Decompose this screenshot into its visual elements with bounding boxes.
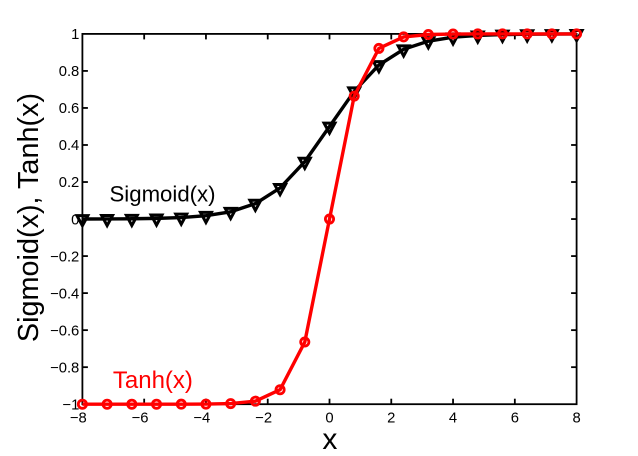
svg-text:0: 0 xyxy=(325,410,333,426)
svg-text:0.6: 0.6 xyxy=(59,101,80,117)
svg-text:Sigmoid(x), Tanh(x): Sigmoid(x), Tanh(x) xyxy=(13,93,45,342)
svg-text:1: 1 xyxy=(71,27,79,43)
svg-text:−0.4: −0.4 xyxy=(50,286,79,302)
svg-text:−2: −2 xyxy=(255,410,272,426)
svg-text:0: 0 xyxy=(71,212,79,228)
svg-text:−0.6: −0.6 xyxy=(50,323,79,339)
svg-text:4: 4 xyxy=(449,410,457,426)
svg-text:−0.2: −0.2 xyxy=(50,249,79,265)
svg-text:−0.8: −0.8 xyxy=(50,360,79,376)
svg-text:6: 6 xyxy=(511,410,519,426)
svg-text:−4: −4 xyxy=(193,410,210,426)
svg-text:−8: −8 xyxy=(70,410,87,426)
svg-text:0.4: 0.4 xyxy=(59,138,80,154)
svg-text:−6: −6 xyxy=(132,410,149,426)
svg-text:0.8: 0.8 xyxy=(59,64,80,80)
svg-text:Sigmoid(x): Sigmoid(x) xyxy=(110,182,216,207)
svg-text:−1: −1 xyxy=(62,397,79,413)
svg-text:x: x xyxy=(322,423,337,456)
svg-text:8: 8 xyxy=(572,410,580,426)
svg-text:Tanh(x): Tanh(x) xyxy=(113,367,193,394)
svg-text:0.2: 0.2 xyxy=(59,175,80,191)
svg-text:2: 2 xyxy=(387,410,395,426)
